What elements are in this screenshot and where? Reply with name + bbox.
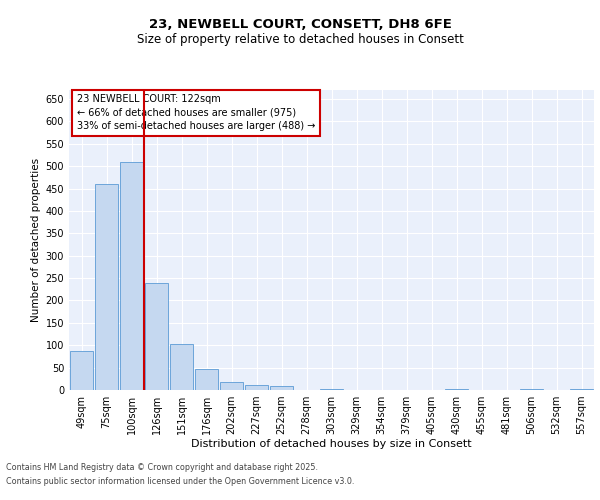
Text: Contains public sector information licensed under the Open Government Licence v3: Contains public sector information licen… <box>6 478 355 486</box>
Text: 23 NEWBELL COURT: 122sqm
← 66% of detached houses are smaller (975)
33% of semi-: 23 NEWBELL COURT: 122sqm ← 66% of detach… <box>77 94 315 131</box>
Bar <box>270 386 293 390</box>
Bar <box>120 162 143 390</box>
Bar <box>520 389 543 390</box>
Bar <box>570 388 593 390</box>
Bar <box>445 388 468 390</box>
Text: Size of property relative to detached houses in Consett: Size of property relative to detached ho… <box>137 32 463 46</box>
Text: Contains HM Land Registry data © Crown copyright and database right 2025.: Contains HM Land Registry data © Crown c… <box>6 462 318 471</box>
Bar <box>95 184 118 390</box>
Bar <box>320 388 343 390</box>
Text: 23, NEWBELL COURT, CONSETT, DH8 6FE: 23, NEWBELL COURT, CONSETT, DH8 6FE <box>149 18 451 30</box>
Y-axis label: Number of detached properties: Number of detached properties <box>31 158 41 322</box>
Bar <box>145 282 168 390</box>
Bar <box>70 350 93 390</box>
Bar <box>245 384 268 390</box>
X-axis label: Distribution of detached houses by size in Consett: Distribution of detached houses by size … <box>191 438 472 448</box>
Bar <box>195 369 218 390</box>
Bar <box>220 382 243 390</box>
Bar <box>170 344 193 390</box>
